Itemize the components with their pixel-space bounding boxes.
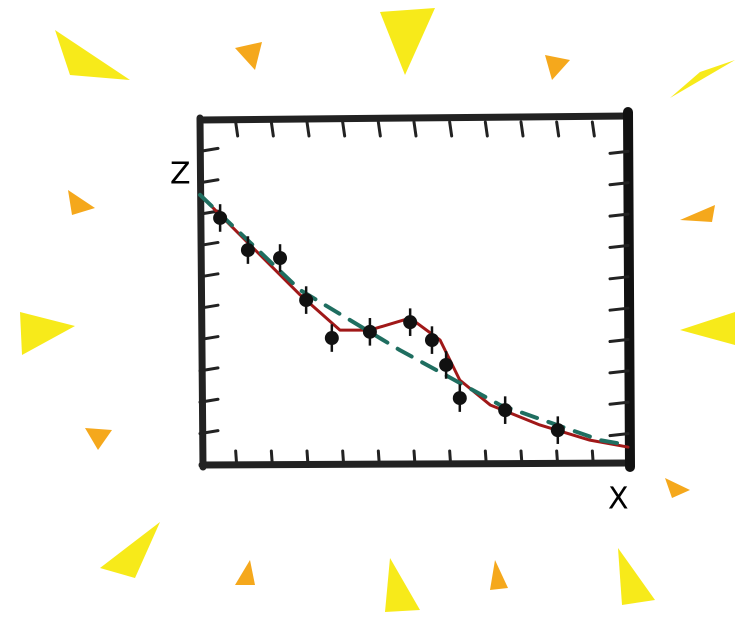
tick-deco (485, 451, 486, 465)
tick-deco (592, 122, 594, 136)
ray (385, 558, 420, 612)
data-point (273, 251, 287, 265)
frame (200, 116, 630, 467)
ray (235, 560, 255, 585)
tick-deco (450, 122, 452, 136)
tick-deco (307, 122, 309, 136)
data-point (325, 331, 339, 345)
data-point (403, 315, 417, 329)
frame (628, 112, 630, 467)
tick-deco (610, 340, 628, 342)
tick-deco (610, 277, 628, 279)
data-point (213, 211, 227, 225)
tick-deco (610, 151, 628, 153)
ray (545, 55, 570, 80)
tick-deco (485, 122, 487, 136)
tick-deco (450, 451, 451, 465)
tick-deco (414, 122, 416, 136)
ray (20, 312, 75, 355)
y-axis-label: Z (170, 157, 191, 192)
ray (68, 190, 95, 215)
data-point (425, 333, 439, 347)
tick-deco (557, 451, 558, 465)
ray (490, 560, 508, 590)
ray (380, 8, 435, 75)
ray (665, 478, 690, 498)
tick-deco (610, 402, 628, 404)
ray (235, 42, 262, 70)
data-point (453, 391, 467, 405)
plot (200, 112, 630, 467)
tick-deco (236, 122, 238, 136)
data-point (439, 358, 453, 372)
ray (680, 312, 735, 345)
data-point (498, 403, 512, 417)
ray (100, 522, 160, 578)
tick-deco (592, 451, 593, 465)
data-point (241, 243, 255, 257)
tick-deco (236, 451, 237, 465)
tick-deco (610, 434, 628, 436)
tick-deco (307, 451, 308, 465)
tick-deco (610, 183, 628, 185)
tick-deco (378, 122, 380, 136)
tick-deco (271, 122, 273, 136)
tick-deco (557, 122, 559, 136)
data-point (299, 293, 313, 307)
tick-deco (521, 451, 522, 465)
data-point (551, 423, 565, 437)
tick-deco (414, 451, 415, 465)
tick-deco (610, 214, 628, 216)
ray (85, 428, 112, 450)
tick-deco (343, 122, 345, 136)
x-axis-label: X (608, 482, 629, 517)
ray (670, 60, 735, 98)
tick-deco (521, 122, 523, 136)
tick-deco (610, 371, 628, 373)
illustration: Z X (0, 0, 751, 623)
ray (680, 205, 715, 222)
ray (618, 548, 655, 605)
tick-deco (610, 245, 628, 247)
tick-deco (378, 451, 379, 465)
tick-deco (271, 451, 272, 465)
data-point (363, 325, 377, 339)
tick-deco (610, 308, 628, 310)
ray (55, 30, 130, 80)
tick-deco (343, 451, 344, 465)
